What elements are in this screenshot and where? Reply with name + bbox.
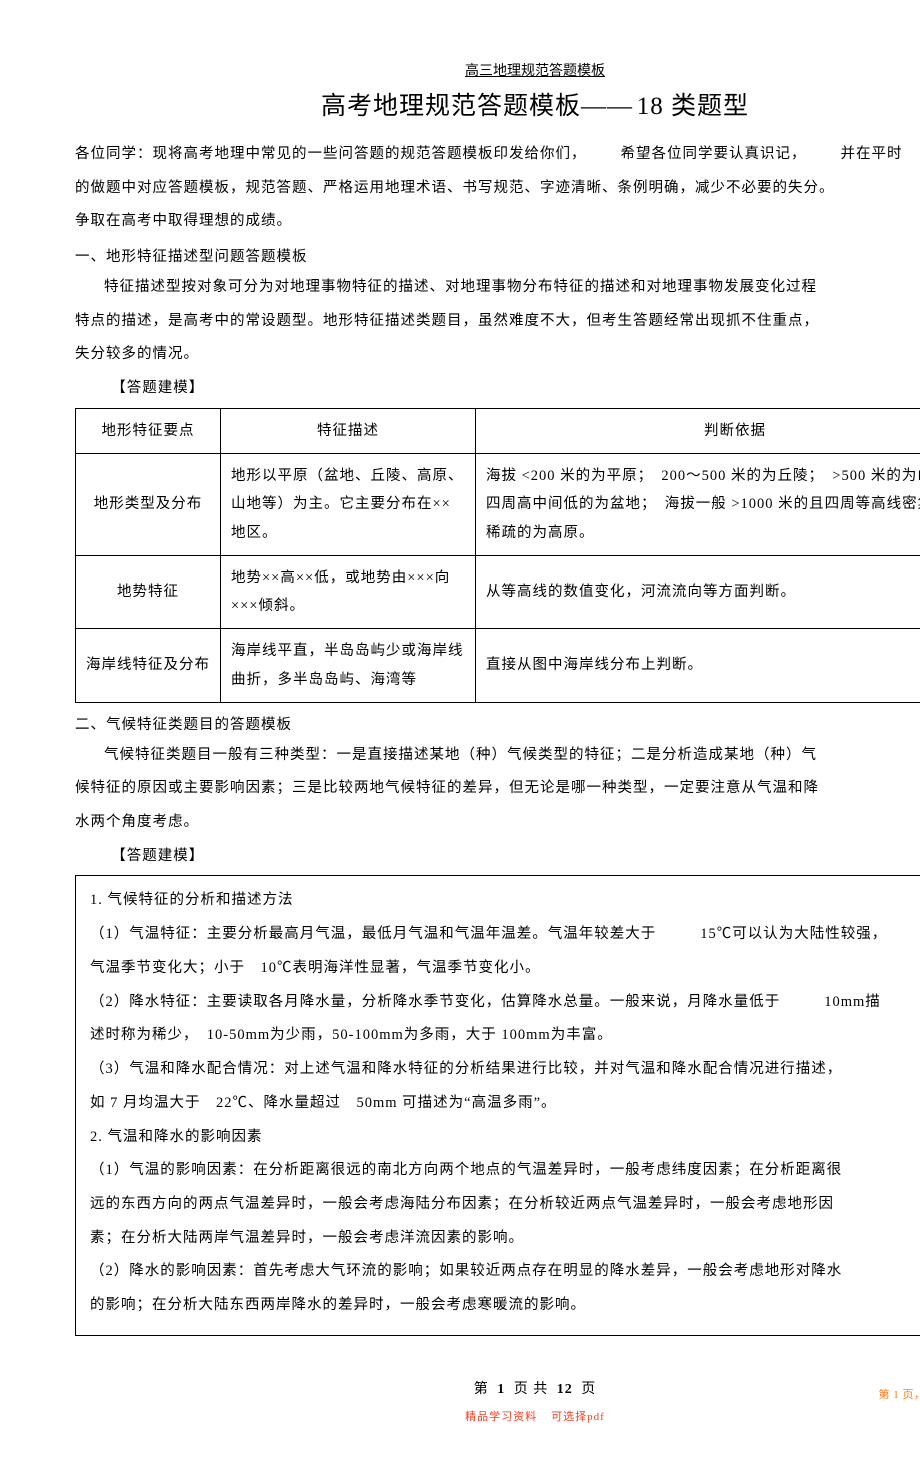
box-line: 素；在分析大陆两岸气温差异时，一般会考虑洋流因素的影响。 bbox=[90, 1224, 920, 1254]
section-2-body: 水两个角度考虑。 bbox=[75, 808, 920, 838]
box-line: 远的东西方向的两点气温差异时，一般会考虑海陆分布因素；在分析较近两点气温差异时，… bbox=[90, 1190, 920, 1220]
climate-box: 1. 气候特征的分析和描述方法 （1）气温特征：主要分析最高月气温，最低月气温和… bbox=[75, 875, 920, 1335]
text: （2）降水特征：主要读取各月降水量，分析降水季节变化，估算降水总量。一般来说，月… bbox=[90, 994, 780, 1010]
text: 第 bbox=[474, 1382, 489, 1397]
running-header: 高三地理规范答题模板 bbox=[75, 60, 920, 80]
page-title-row: 高考地理规范答题模板—— 18 类题型 bbox=[75, 86, 920, 122]
td: 地形以平原（盆地、丘陵、高原、山地等）为主。它主要分布在××地区。 bbox=[221, 454, 476, 556]
td: 直接从图中海岸线分布上判断。 bbox=[476, 629, 920, 703]
td: 地势特征 bbox=[76, 555, 221, 629]
text: 10mm描 bbox=[824, 994, 881, 1010]
text: 10-50mm为少雨，50-100mm为多雨，大于 100mm为丰富。 bbox=[207, 1027, 613, 1043]
th: 特征描述 bbox=[221, 408, 476, 453]
footer-watermark: 精品学习资料 可选择pdf bbox=[75, 1408, 920, 1424]
section-2-heading: 二、气候特征类题目的答题模板 bbox=[75, 711, 920, 741]
td: 从等高线的数值变化，河流流向等方面判断。 bbox=[476, 555, 920, 629]
text: 述时称为稀少， bbox=[90, 1027, 191, 1043]
section-2-body: 气候特征类题目一般有三种类型：一是直接描述某地（种）气候类型的特征；二是分析造成… bbox=[75, 741, 920, 771]
td: 海岸线平直，半岛岛屿少或海岸线曲折，多半岛岛屿、海湾等 bbox=[221, 629, 476, 703]
intro-line-3: 争取在高考中取得理想的成绩。 bbox=[75, 207, 920, 237]
box-line: （2）降水的影响因素：首先考虑大气环流的影响；如果较近两点存在明显的降水差异，一… bbox=[90, 1257, 920, 1287]
text: 精品学习资料 bbox=[465, 1411, 537, 1423]
section-1-body: 特征描述型按对象可分为对地理事物特征的描述、对地理事物分布特征的描述和对地理事物… bbox=[75, 273, 920, 303]
table-row: 地形类型及分布 地形以平原（盆地、丘陵、高原、山地等）为主。它主要分布在××地区… bbox=[76, 454, 920, 556]
text: 各位同学：现将高考地理中常见的一些问答题的规范答题模板印发给你们， bbox=[75, 146, 587, 162]
text: 可选择pdf bbox=[551, 1411, 605, 1423]
section-1-heading: 一、地形特征描述型问题答题模板 bbox=[75, 243, 920, 273]
td: 海拔 <200 米的为平原； 200～500 米的为丘陵； >500 米的为山地… bbox=[476, 454, 920, 556]
text: 希望各位同学要认真识记， bbox=[621, 146, 807, 162]
text: 并在平时 bbox=[841, 146, 903, 162]
th: 地形特征要点 bbox=[76, 408, 221, 453]
box-line: （2）降水特征：主要读取各月降水量，分析降水季节变化，估算降水总量。一般来说，月… bbox=[90, 988, 920, 1018]
th: 判断依据 bbox=[476, 408, 920, 453]
page-total: 12 bbox=[557, 1382, 573, 1397]
text: 如 7 月均温大于 bbox=[90, 1095, 201, 1111]
td: 地势××高××低，或地势由×××向×××倾斜。 bbox=[221, 555, 476, 629]
footer-corner-counter: 第 1 页，共 12 页 bbox=[879, 1386, 920, 1402]
answer-model-label: 【答题建模】 bbox=[111, 374, 920, 404]
footer-page-counter: 第 1 页 共 12 页 bbox=[75, 1378, 920, 1398]
text: 页 共 bbox=[514, 1382, 549, 1397]
table-row: 地形特征要点 特征描述 判断依据 bbox=[76, 408, 920, 453]
table-row: 地势特征 地势××高××低，或地势由×××向×××倾斜。 从等高线的数值变化，河… bbox=[76, 555, 920, 629]
section-1-body: 失分较多的情况。 bbox=[75, 340, 920, 370]
text: 10℃表明海洋性显著，气温季节变化小。 bbox=[261, 960, 541, 976]
terrain-table: 地形特征要点 特征描述 判断依据 地形类型及分布 地形以平原（盆地、丘陵、高原、… bbox=[75, 408, 920, 703]
intro-line-1: 各位同学：现将高考地理中常见的一些问答题的规范答题模板印发给你们， 希望各位同学要… bbox=[75, 140, 920, 170]
box-line: （3）气温和降水配合情况：对上述气温和降水特征的分析结果进行比较，并对气温和降水… bbox=[90, 1055, 920, 1085]
text: （1）气温特征：主要分析最高月气温，最低月气温和气温年温差。气温年较差大于 bbox=[90, 926, 656, 942]
box-line: 2. 气温和降水的影响因素 bbox=[90, 1123, 920, 1153]
section-2-body: 候特征的原因或主要影响因素；三是比较两地气候特征的差异，但无论是哪一种类型，一定… bbox=[75, 774, 920, 804]
box-line: 的影响；在分析大陆东西两岸降水的差异时，一般会考虑寒暖流的影响。 bbox=[90, 1291, 920, 1321]
td: 地形类型及分布 bbox=[76, 454, 221, 556]
text: 50mm 可描述为“高温多雨”。 bbox=[357, 1095, 557, 1111]
box-line: 如 7 月均温大于 22℃、降水量超过 50mm 可描述为“高温多雨”。 bbox=[90, 1089, 920, 1119]
table-row: 海岸线特征及分布 海岸线平直，半岛岛屿少或海岸线曲折，多半岛岛屿、海湾等 直接从… bbox=[76, 629, 920, 703]
box-line: 述时称为稀少， 10-50mm为少雨，50-100mm为多雨，大于 100mm为… bbox=[90, 1021, 920, 1051]
box-line: （1）气温特征：主要分析最高月气温，最低月气温和气温年温差。气温年较差大于 15℃… bbox=[90, 920, 920, 950]
section-1-body: 特点的描述，是高考中的常设题型。地形特征描述类题目，虽然难度不大，但考生答题经常… bbox=[75, 307, 920, 337]
box-line: （1）气温的影响因素：在分析距离很远的南北方向两个地点的气温差异时，一般考虑纬度… bbox=[90, 1156, 920, 1186]
text: 22℃、降水量超过 bbox=[216, 1095, 341, 1111]
page-current: 1 bbox=[497, 1382, 505, 1397]
box-line: 1. 气候特征的分析和描述方法 bbox=[90, 886, 920, 916]
text: 气温季节变化大；小于 bbox=[90, 960, 245, 976]
title-sub: 18 类题型 bbox=[637, 93, 749, 120]
title-main: 高考地理规范答题模板—— bbox=[321, 93, 633, 120]
answer-model-label: 【答题建模】 bbox=[111, 842, 920, 872]
td: 海岸线特征及分布 bbox=[76, 629, 221, 703]
intro-line-2: 的做题中对应答题模板，规范答题、严格运用地理术语、书写规范、字迹清晰、条例明确，… bbox=[75, 174, 920, 204]
text: 页 bbox=[581, 1382, 596, 1397]
box-line: 气温季节变化大；小于 10℃表明海洋性显著，气温季节变化小。 bbox=[90, 954, 920, 984]
text: 15℃可以认为大陆性较强， bbox=[700, 926, 887, 942]
